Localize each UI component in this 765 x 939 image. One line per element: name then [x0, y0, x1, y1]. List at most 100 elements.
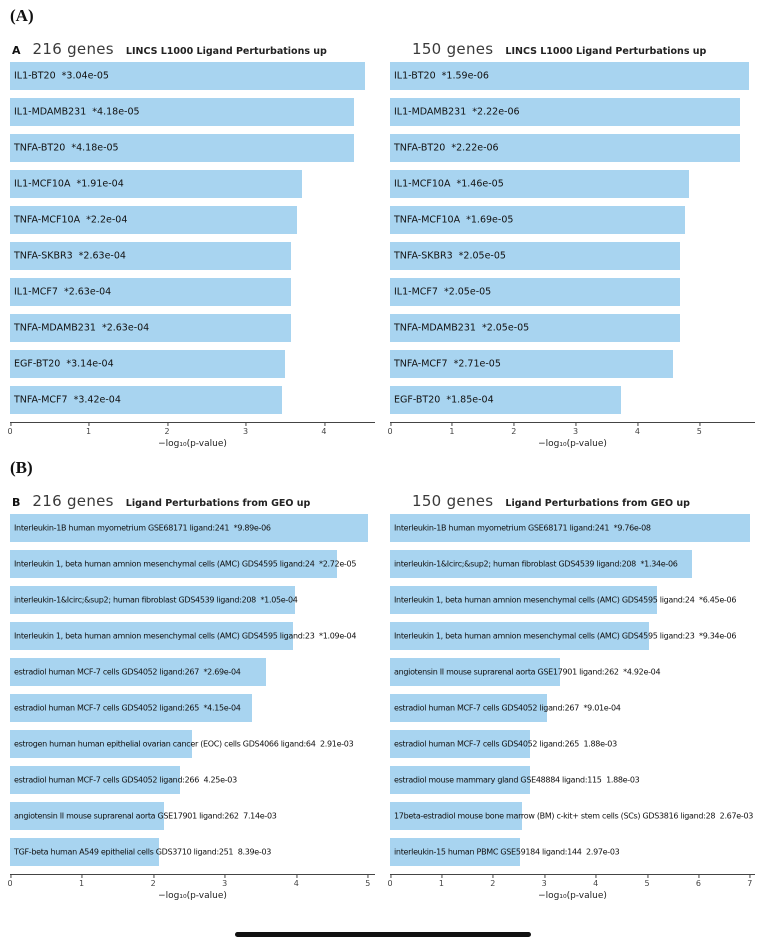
bar-label: IL1-MDAMB231 *2.22e-06 — [394, 106, 520, 118]
bar — [10, 514, 368, 542]
bar — [10, 730, 192, 758]
bar-label: Interleukin 1, beta human amnion mesench… — [14, 559, 357, 569]
panel-a: A 216 genes LINCS L1000 Ligand Perturbat… — [7, 40, 755, 450]
bar-label: Interleukin-1B human myometrium GSE68171… — [14, 523, 271, 533]
bar-row: estradiol human MCF-7 cells GDS4052 liga… — [10, 766, 375, 794]
bar-row: interleukin-1&Icirc;&sup2; human fibrobl… — [390, 550, 755, 578]
bar — [10, 694, 252, 722]
x-tick: 1 — [79, 875, 84, 888]
bar-label: TNFA-MCF7 *3.42e-04 — [14, 394, 121, 406]
bar — [390, 838, 521, 866]
gene-count: 216 genes — [32, 40, 114, 58]
x-tick: 5 — [644, 875, 650, 888]
x-tick: 1 — [449, 423, 454, 436]
bar-row: estradiol human MCF-7 cells GDS4052 liga… — [10, 658, 375, 686]
bar-plot: Interleukin-1B human myometrium GSE68171… — [10, 514, 375, 866]
bar — [390, 350, 673, 378]
x-tick: 0 — [7, 423, 13, 436]
bar — [10, 350, 285, 378]
bar-label: estradiol human MCF-7 cells GDS4052 liga… — [14, 667, 241, 677]
bar-label: TNFA-MDAMB231 *2.05e-05 — [394, 322, 530, 334]
bar-row: Interleukin 1, beta human amnion mesench… — [390, 622, 755, 650]
bar-label: IL1-MDAMB231 *4.18e-05 — [14, 106, 140, 118]
bar-row: TNFA-MCF10A *1.69e-05 — [390, 206, 755, 234]
bar-label: estradiol human MCF-7 cells GDS4052 liga… — [14, 703, 241, 713]
bar-label: estradiol human MCF-7 cells GDS4052 liga… — [394, 739, 617, 749]
bar — [390, 730, 531, 758]
x-axis-label: −log₁₀(p-value) — [158, 439, 227, 449]
bar-row: TNFA-MDAMB231 *2.05e-05 — [390, 314, 755, 342]
bar — [390, 622, 649, 650]
bar-row: estradiol human MCF-7 cells GDS4052 liga… — [390, 730, 755, 758]
bar-row: angiotensin II mouse suprarenal aorta GS… — [10, 802, 375, 830]
bar-row: IL1-MCF10A *1.46e-05 — [390, 170, 755, 198]
x-tick: 7 — [747, 875, 752, 888]
bar-label: TNFA-MCF10A *1.69e-05 — [394, 214, 514, 226]
bar — [390, 278, 681, 306]
x-tick: 3 — [573, 423, 578, 436]
bar-label: interleukin-1&Icirc;&sup2; human fibrobl… — [14, 595, 298, 605]
bar-row: TNFA-MCF7 *3.42e-04 — [10, 386, 375, 414]
bar-row: 17beta-estradiol mouse bone marrow (BM) … — [390, 802, 755, 830]
bar-row: estradiol human MCF-7 cells GDS4052 liga… — [10, 694, 375, 722]
bar-label: EGF-BT20 *3.14e-04 — [14, 358, 114, 370]
chart-a-216-genes: A 216 genes LINCS L1000 Ligand Perturbat… — [7, 40, 375, 450]
bar-row: IL1-BT20 *1.59e-06 — [390, 62, 755, 90]
bar-row: Interleukin 1, beta human amnion mesench… — [10, 550, 375, 578]
bar-row: Interleukin 1, beta human amnion mesench… — [390, 586, 755, 614]
bar-label: estradiol human MCF-7 cells GDS4052 liga… — [394, 703, 621, 713]
bar-row: angiotensin II mouse suprarenal aorta GS… — [390, 658, 755, 686]
chart-letter: B — [12, 496, 21, 509]
bar-label: IL1-MCF7 *2.63e-04 — [14, 286, 112, 298]
bar — [390, 802, 523, 830]
bar-row: Interleukin-1B human myometrium GSE68171… — [390, 514, 755, 542]
bar-plot: IL1-BT20 *3.04e-05 IL1-MDAMB231 *4.18e-05… — [10, 62, 375, 414]
bar-label: IL1-BT20 *1.59e-06 — [394, 70, 489, 82]
bottom-divider-bar — [234, 932, 531, 937]
gene-count: 150 genes — [412, 492, 494, 510]
x-axis-label: −log₁₀(p-value) — [538, 439, 607, 449]
x-tick: 3 — [222, 875, 227, 888]
library-title: LINCS L1000 Ligand Perturbations up — [125, 46, 327, 57]
chart-header: 150 genes LINCS L1000 Ligand Perturbatio… — [392, 40, 755, 58]
bar-label: interleukin-1&Icirc;&sup2; human fibrobl… — [394, 559, 678, 569]
x-tick: 3 — [542, 875, 547, 888]
bar — [10, 206, 298, 234]
panel-a-label: (A) — [10, 6, 34, 25]
x-axis: 0 1 2 3 4 5 — [7, 874, 375, 890]
bar — [10, 386, 283, 414]
bar-label: TGF-beta human A549 epithelial cells GDS… — [14, 847, 272, 857]
chart-b-150-genes: 150 genes Ligand Perturbations from GEO … — [387, 492, 755, 902]
bar-label: Interleukin 1, beta human amnion mesench… — [394, 631, 737, 641]
bar — [390, 766, 531, 794]
x-tick: 5 — [697, 423, 702, 436]
library-title: LINCS L1000 Ligand Perturbations up — [505, 46, 707, 57]
bar-row: IL1-MCF7 *2.63e-04 — [10, 278, 375, 306]
x-tick: 0 — [387, 875, 393, 888]
bar — [390, 514, 751, 542]
bar-label: TNFA-BT20 *2.22e-06 — [394, 142, 499, 154]
bar-row: TNFA-BT20 *2.22e-06 — [390, 134, 755, 162]
figure: (A) A 216 genes LINCS L1000 Ligand Pertu… — [7, 6, 755, 902]
library-title: Ligand Perturbations from GEO up — [505, 498, 690, 509]
bar — [10, 622, 294, 650]
x-tick: 4 — [593, 875, 598, 888]
bar — [10, 802, 164, 830]
bar-label: Interleukin 1, beta human amnion mesench… — [394, 595, 737, 605]
bar-label: TNFA-SKBR3 *2.63e-04 — [14, 250, 126, 262]
bar-label: IL1-MCF7 *2.05e-05 — [394, 286, 492, 298]
bar-label: IL1-MCF10A *1.46e-05 — [394, 178, 504, 190]
bar-label: estradiol human MCF-7 cells GDS4052 liga… — [14, 775, 237, 785]
chart-header: A 216 genes LINCS L1000 Ligand Perturbat… — [12, 40, 375, 58]
bar — [10, 170, 302, 198]
bar-row: TNFA-SKBR3 *2.63e-04 — [10, 242, 375, 270]
x-tick: 4 — [635, 423, 640, 436]
chart-header: 150 genes Ligand Perturbations from GEO … — [392, 492, 755, 510]
panel-b-label: (B) — [10, 458, 33, 477]
bar-label: EGF-BT20 *1.85e-04 — [394, 394, 494, 406]
bar-label: TNFA-SKBR3 *2.05e-05 — [394, 250, 506, 262]
bar-label: angiotensin II mouse suprarenal aorta GS… — [394, 667, 661, 677]
bar-row: estrogen human human epithelial ovarian … — [10, 730, 375, 758]
chart-a-150-genes: 150 genes LINCS L1000 Ligand Perturbatio… — [387, 40, 755, 450]
bar-label: 17beta-estradiol mouse bone marrow (BM) … — [394, 811, 754, 821]
